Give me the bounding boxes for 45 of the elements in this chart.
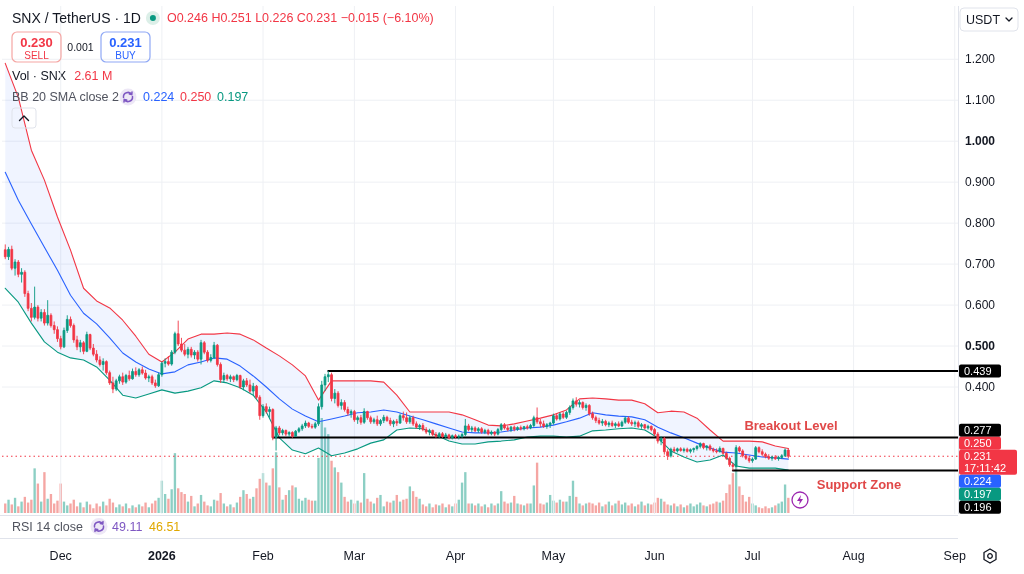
annotation: 0.224: [143, 90, 175, 104]
text: 46.51: [149, 519, 181, 534]
annotation: Support Zone: [816, 476, 902, 492]
chart-title: SNX / TetherUS · 1D: [12, 10, 141, 26]
text: 0.196: [964, 501, 992, 514]
data-label: 0.439: [964, 365, 992, 378]
x-tick-label: Feb: [252, 549, 274, 563]
chart-subtitle: O0.246 H0.251 L0.226 C0.231 −0.015 (−6.10%): [166, 11, 434, 25]
y-tick-label: 1.200: [965, 52, 996, 67]
ref-line-label: 0.231: [964, 450, 992, 463]
y-tick-label: 0.900: [965, 175, 996, 190]
annotation: 0.250: [180, 90, 212, 104]
text: 0.224: [964, 475, 992, 488]
text: RSI 14 close: [12, 519, 83, 534]
chart-title: Vol · SNX: [12, 69, 67, 83]
x-tick-label: 2026: [147, 549, 176, 563]
annotation: 0.230: [20, 34, 53, 50]
text: 49.11: [112, 519, 143, 534]
annotation: 0.001: [67, 41, 94, 53]
y-tick-label: 1.000: [965, 134, 996, 149]
text: 0.250: [964, 437, 992, 450]
x-tick-label: Mar: [343, 549, 366, 563]
y-tick-label: 0.400: [965, 380, 996, 394]
y-tick-label: 0.800: [965, 216, 996, 231]
text: 0.197: [964, 488, 992, 501]
annotation: 0.197: [217, 90, 249, 104]
y-tick-label: 1.100: [965, 93, 996, 108]
text: 17:11:42: [964, 462, 1007, 475]
y-tick-label: 0.600: [965, 298, 996, 313]
text: USDT: [966, 12, 1001, 27]
y-tick-label: 0.500: [965, 339, 996, 354]
x-tick-label: Aug: [842, 549, 865, 563]
annotation: 2.61 M: [74, 69, 113, 83]
x-tick-label: May: [541, 549, 566, 563]
annotation: SELL: [24, 50, 50, 61]
x-tick-label: Dec: [49, 549, 72, 563]
x-tick-label: Apr: [445, 549, 466, 563]
x-tick-label: Jul: [744, 549, 761, 563]
x-tick-label: Jun: [644, 549, 665, 563]
data-label: 0.277: [964, 424, 992, 437]
annotation: 0.231: [109, 34, 142, 50]
annotation: Breakout Level: [744, 417, 838, 433]
x-tick-label: Sep: [943, 549, 966, 563]
y-tick-label: 0.700: [965, 257, 996, 272]
annotation: BUY: [115, 50, 137, 61]
